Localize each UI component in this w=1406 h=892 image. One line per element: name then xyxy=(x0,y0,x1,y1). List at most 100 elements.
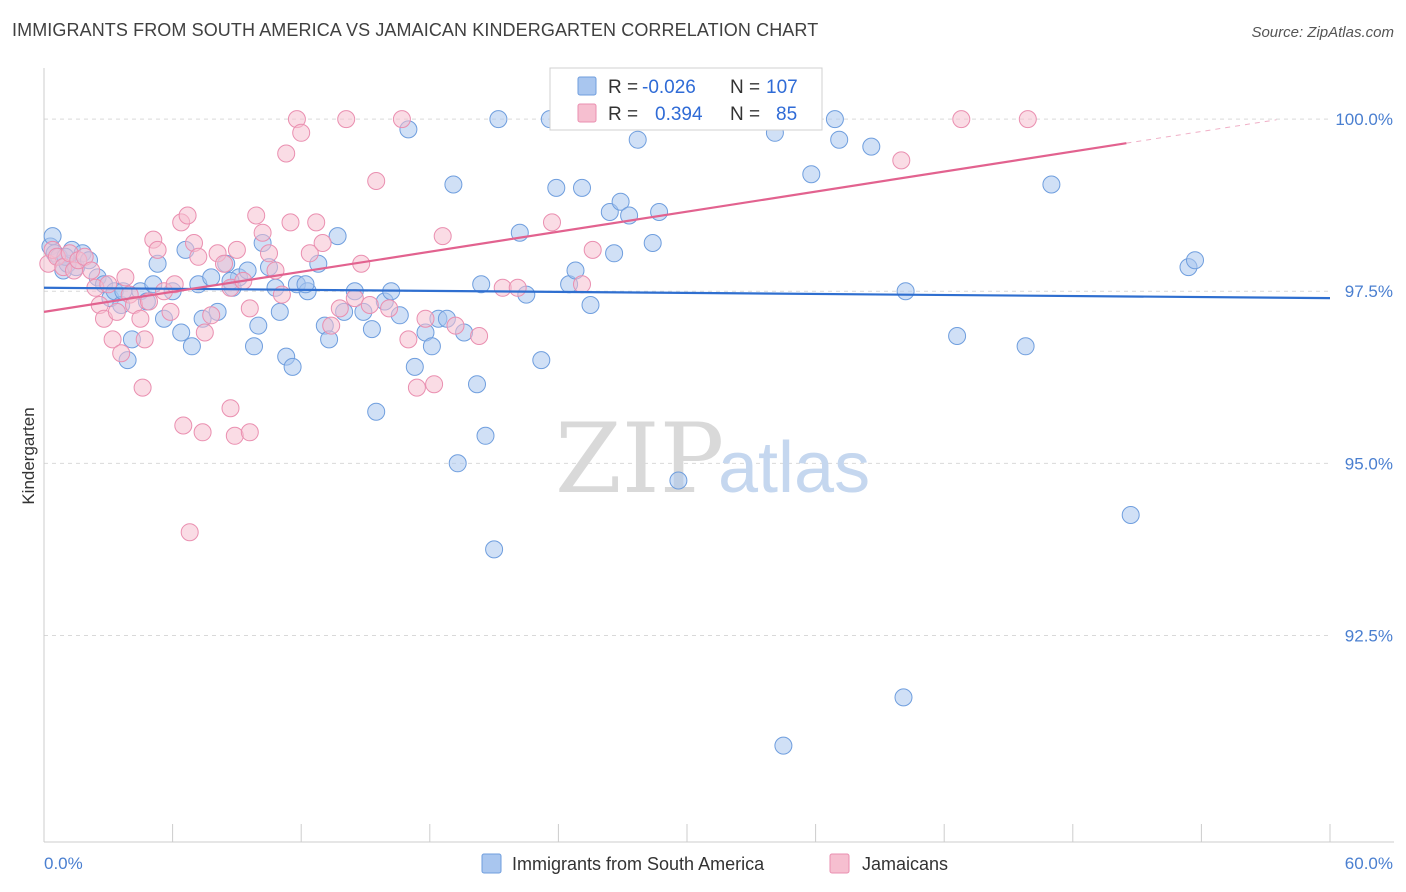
data-point xyxy=(300,244,319,263)
legend-n-value-pink: 85 xyxy=(776,104,797,125)
data-point xyxy=(862,137,881,156)
legend-bottom-label-pink: Jamaicans xyxy=(862,854,948,874)
data-point xyxy=(508,278,527,297)
legend-r-label-blue: R = xyxy=(608,77,638,98)
data-point xyxy=(472,275,491,294)
data-point xyxy=(643,234,662,252)
data-point xyxy=(307,213,326,232)
x-tick-labels: 0.0% 60.0% xyxy=(44,854,1393,873)
data-point xyxy=(270,302,289,321)
data-point xyxy=(330,299,349,318)
trend-lines xyxy=(43,119,1331,313)
data-point xyxy=(493,278,512,297)
legend-bottom: Immigrants from South America Jamaicans xyxy=(481,853,948,874)
data-point xyxy=(131,309,150,328)
data-point xyxy=(249,316,268,335)
y-axis-label: Kindergarten xyxy=(19,407,38,504)
legend-swatch-pink xyxy=(577,103,597,123)
data-point xyxy=(227,240,246,259)
data-point xyxy=(583,240,602,259)
data-point xyxy=(892,151,911,170)
data-point xyxy=(952,110,971,129)
data-point xyxy=(99,275,118,294)
x-tick-label: 0.0% xyxy=(44,854,83,873)
data-point xyxy=(581,296,600,314)
data-point xyxy=(896,282,915,301)
legend-bottom-label-blue: Immigrants from South America xyxy=(512,854,765,874)
data-point xyxy=(470,327,489,345)
data-point xyxy=(405,357,424,376)
data-point xyxy=(573,275,591,294)
data-point xyxy=(116,268,135,287)
data-point xyxy=(367,172,386,190)
legend-swatch-blue xyxy=(577,76,597,96)
data-point xyxy=(296,275,315,294)
legend-top: R = -0.026 N = 107 R = 0.394 N = 85 xyxy=(549,67,823,131)
data-point xyxy=(1042,175,1061,194)
data-point xyxy=(221,399,240,418)
data-point xyxy=(240,423,259,442)
data-point xyxy=(215,254,233,273)
data-point xyxy=(543,213,561,232)
data-point xyxy=(367,402,386,421)
data-point xyxy=(476,426,495,445)
data-point xyxy=(180,523,199,542)
data-point xyxy=(225,426,244,445)
data-point xyxy=(277,144,296,163)
data-point xyxy=(422,337,441,356)
data-point xyxy=(313,234,332,252)
y-tick-label: 100.0% xyxy=(1335,110,1393,129)
data-point xyxy=(416,309,435,328)
y-tick-label: 97.5% xyxy=(1345,282,1393,301)
x-tick-label: 60.0% xyxy=(1345,854,1393,873)
data-point xyxy=(292,123,311,142)
data-point xyxy=(281,213,300,232)
legend-bottom-swatch-pink xyxy=(829,853,850,874)
y-tick-label: 95.0% xyxy=(1345,454,1393,473)
series-jamaicans xyxy=(39,110,1037,542)
data-point xyxy=(189,247,208,266)
legend-bottom-swatch-blue xyxy=(481,853,502,874)
data-point xyxy=(283,357,302,376)
legend-n-label-blue: N = xyxy=(730,77,760,98)
trend-line-pink-extension xyxy=(1126,119,1277,144)
data-point xyxy=(322,316,341,335)
data-point xyxy=(628,130,647,149)
legend-r-label-pink: R = xyxy=(608,104,638,125)
data-point xyxy=(247,206,266,225)
data-point xyxy=(489,110,508,129)
watermark-atlas: atlas xyxy=(718,428,870,508)
trend-line-pink xyxy=(43,142,1127,313)
data-point xyxy=(240,299,259,318)
y-tick-label: 92.5% xyxy=(1345,626,1393,645)
watermark-zip: ZIP xyxy=(555,403,724,515)
data-point xyxy=(1121,506,1140,524)
data-point xyxy=(468,375,486,394)
data-point xyxy=(605,244,624,263)
legend-n-value-blue: 107 xyxy=(766,77,798,98)
axes xyxy=(43,68,1394,843)
data-point xyxy=(337,110,356,129)
data-point xyxy=(547,178,566,197)
data-point xyxy=(830,130,849,149)
data-point xyxy=(407,378,426,397)
data-point xyxy=(133,378,152,397)
data-point xyxy=(669,471,688,490)
data-point xyxy=(380,299,399,318)
source-label: Source: ZipAtlas.com xyxy=(1251,24,1394,41)
data-point xyxy=(802,165,821,184)
data-point xyxy=(202,306,221,325)
data-point xyxy=(425,375,444,394)
data-point xyxy=(253,223,272,242)
data-point xyxy=(894,688,913,707)
trend-line-blue xyxy=(43,286,1331,300)
data-point xyxy=(172,323,191,342)
data-point xyxy=(1016,337,1035,356)
data-point xyxy=(825,110,844,129)
grid-lines xyxy=(44,118,1330,636)
data-point xyxy=(82,261,101,280)
data-point xyxy=(433,227,452,246)
data-point xyxy=(485,540,504,559)
data-point xyxy=(112,344,131,363)
